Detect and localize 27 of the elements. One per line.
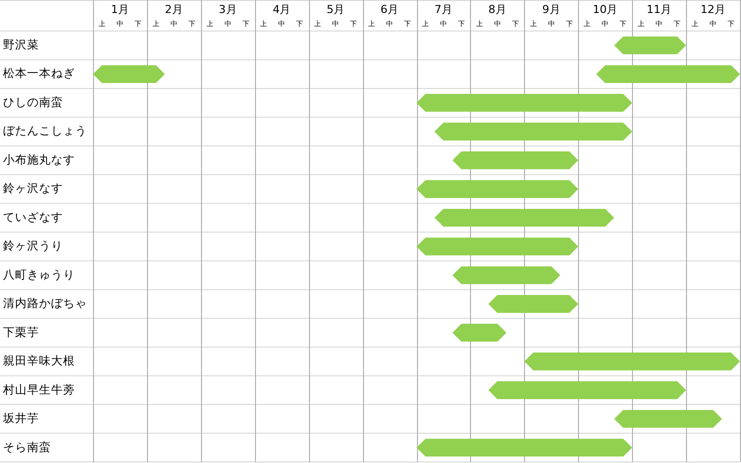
x-tick: 9月	[542, 3, 560, 16]
category: 清内路かぼちゃ	[3, 296, 87, 310]
category: ぼたんこしょう	[3, 124, 87, 138]
x-tick: 7月	[434, 3, 452, 16]
category: 村山早生牛蒡	[3, 382, 75, 396]
category: ひしの南蛮	[3, 94, 63, 109]
category: 坂井芋	[3, 411, 39, 426]
category: 親田辛味大根	[3, 354, 75, 368]
category: 鈴ヶ沢うり	[3, 238, 63, 253]
category: ていざなす	[3, 210, 63, 224]
category: 鈴ヶ沢なす	[3, 181, 63, 196]
x-tick: 12月	[700, 3, 726, 16]
category: 下栗芋	[3, 324, 39, 339]
category: そら南蛮	[3, 440, 51, 454]
category: 八町きゅうり	[3, 267, 75, 282]
x-tick: 5月	[326, 3, 345, 16]
category: 小布施丸なす	[3, 152, 75, 166]
x-tick: 2月	[164, 3, 183, 16]
x-tick: 3月	[218, 3, 237, 16]
x-tick: 11月	[646, 3, 672, 16]
x-tick: 4月	[272, 3, 291, 16]
category: 松本一本ねぎ	[3, 66, 75, 80]
x-tick: 6月	[380, 3, 399, 16]
x-tick: 8月	[488, 3, 506, 16]
category: 野沢菜	[3, 38, 39, 52]
x-tick: 1月	[110, 3, 129, 16]
x-tick: 10月	[592, 3, 618, 16]
